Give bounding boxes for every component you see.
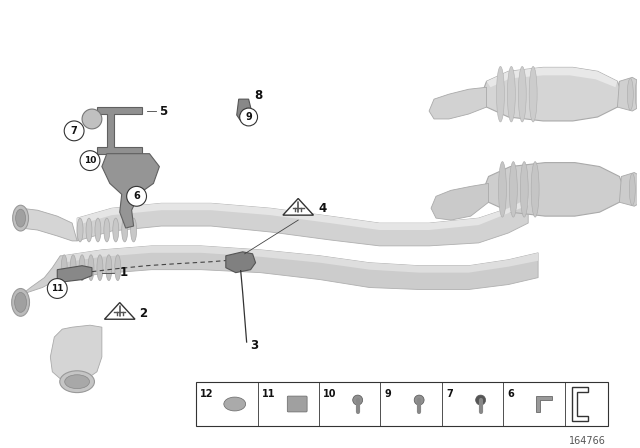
Ellipse shape [115, 255, 121, 280]
Ellipse shape [508, 66, 515, 122]
Circle shape [127, 186, 147, 206]
Polygon shape [431, 183, 488, 220]
Text: 6: 6 [508, 388, 514, 399]
Ellipse shape [95, 218, 101, 242]
Polygon shape [237, 99, 253, 121]
Text: 8: 8 [255, 89, 263, 102]
Ellipse shape [88, 255, 94, 280]
Polygon shape [283, 198, 314, 215]
Polygon shape [51, 325, 102, 382]
Polygon shape [20, 208, 77, 241]
Text: 5: 5 [159, 104, 168, 117]
Polygon shape [77, 198, 528, 230]
Polygon shape [484, 163, 625, 216]
Text: 10: 10 [323, 388, 337, 399]
Polygon shape [536, 396, 552, 412]
Text: 3: 3 [251, 339, 259, 352]
Polygon shape [20, 256, 64, 309]
Circle shape [80, 151, 100, 171]
Ellipse shape [86, 218, 92, 242]
Ellipse shape [509, 162, 517, 217]
Polygon shape [482, 67, 622, 121]
Ellipse shape [499, 162, 506, 217]
Text: 11: 11 [262, 388, 275, 399]
Text: 1: 1 [120, 266, 128, 279]
Ellipse shape [529, 66, 537, 122]
Polygon shape [62, 246, 538, 289]
Ellipse shape [65, 375, 90, 388]
Polygon shape [620, 172, 640, 206]
Ellipse shape [15, 293, 26, 312]
Ellipse shape [224, 397, 246, 411]
Circle shape [47, 279, 67, 298]
Ellipse shape [70, 255, 76, 280]
Ellipse shape [79, 255, 85, 280]
Ellipse shape [15, 209, 26, 227]
Bar [196, 382, 607, 426]
Ellipse shape [97, 255, 103, 280]
Ellipse shape [77, 218, 83, 242]
Polygon shape [77, 198, 528, 246]
Ellipse shape [60, 371, 95, 392]
Circle shape [240, 108, 257, 126]
Ellipse shape [476, 395, 486, 405]
Ellipse shape [637, 173, 640, 205]
Polygon shape [486, 67, 618, 87]
Text: 4: 4 [318, 202, 326, 215]
Polygon shape [226, 252, 255, 273]
Text: 6: 6 [133, 191, 140, 201]
Ellipse shape [531, 162, 539, 217]
Ellipse shape [636, 78, 640, 110]
Ellipse shape [13, 205, 29, 231]
FancyBboxPatch shape [287, 396, 307, 412]
Text: 7: 7 [71, 126, 77, 136]
Ellipse shape [629, 173, 636, 205]
Ellipse shape [520, 162, 528, 217]
Ellipse shape [61, 255, 67, 280]
Ellipse shape [113, 218, 119, 242]
Ellipse shape [122, 218, 127, 242]
Text: 164766: 164766 [569, 436, 605, 446]
Polygon shape [429, 87, 486, 119]
Ellipse shape [353, 395, 363, 405]
Ellipse shape [104, 218, 110, 242]
Polygon shape [102, 154, 159, 228]
Polygon shape [97, 107, 141, 154]
Text: 2: 2 [140, 307, 148, 320]
Text: 7: 7 [446, 388, 452, 399]
Ellipse shape [12, 289, 29, 316]
Ellipse shape [131, 218, 136, 242]
Polygon shape [62, 246, 538, 273]
Polygon shape [104, 302, 135, 319]
Circle shape [82, 109, 102, 129]
Text: 12: 12 [200, 388, 214, 399]
Polygon shape [618, 78, 639, 111]
Ellipse shape [627, 78, 634, 110]
Polygon shape [57, 266, 92, 283]
Text: 10: 10 [84, 156, 96, 165]
Circle shape [64, 121, 84, 141]
Ellipse shape [106, 255, 112, 280]
Text: 11: 11 [51, 284, 63, 293]
Text: 9: 9 [245, 112, 252, 122]
Ellipse shape [518, 66, 526, 122]
Ellipse shape [497, 66, 504, 122]
Text: 9: 9 [385, 388, 391, 399]
Ellipse shape [414, 395, 424, 405]
